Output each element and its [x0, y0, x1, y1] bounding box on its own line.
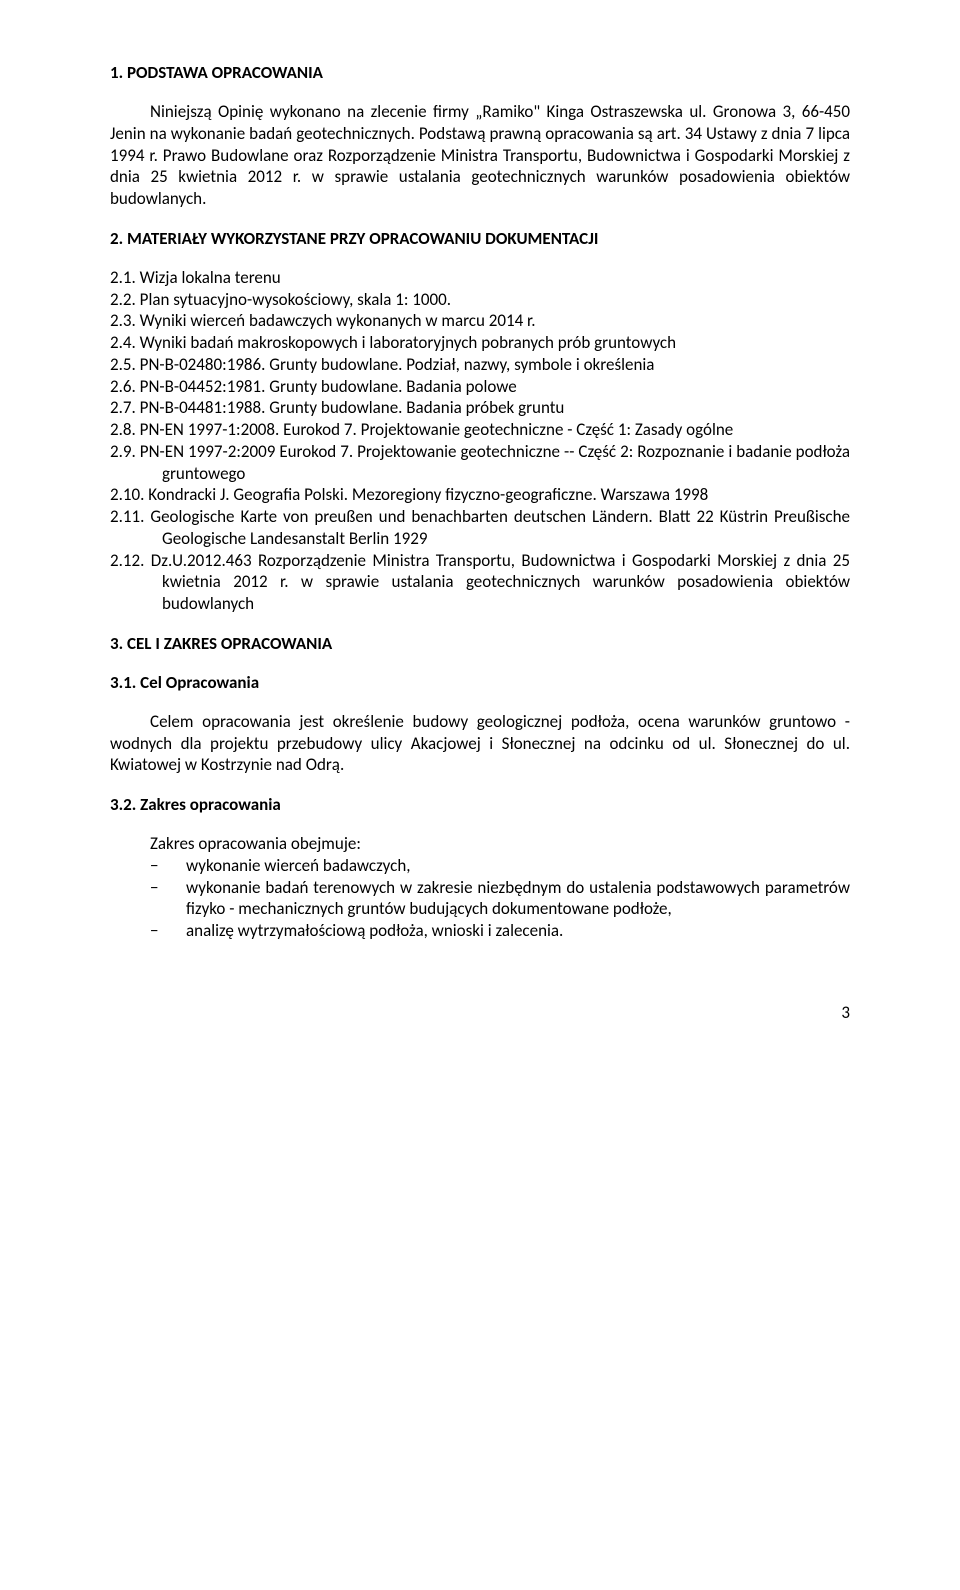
list-item: 2.9. PN-EN 1997-2:2009 Eurokod 7. Projek… — [110, 441, 850, 485]
list-item: 2.4. Wyniki badań makroskopowych i labor… — [110, 332, 850, 354]
list-item: 2.2. Plan sytuacyjno-wysokościowy, skala… — [110, 289, 850, 311]
section-1-paragraph: Niniejszą Opinię wykonano na zlecenie fi… — [110, 101, 850, 210]
list-item: 2.1. Wizja lokalna terenu — [110, 267, 850, 289]
section-2-heading: 2. MATERIAŁY WYKORZYSTANE PRZY OPRACOWAN… — [110, 228, 850, 249]
bullet-item: analizę wytrzymałościową podłoża, wniosk… — [150, 920, 850, 942]
section-3-2-bullet-list: wykonanie wierceń badawczych, wykonanie … — [110, 855, 850, 942]
section-3-2-heading: 3.2. Zakres opracowania — [110, 794, 850, 815]
section-3-1-heading: 3.1. Cel Opracowania — [110, 672, 850, 693]
list-item: 2.10. Kondracki J. Geografia Polski. Mez… — [110, 484, 850, 506]
section-3-2-intro: Zakres opracowania obejmuje: — [110, 833, 850, 855]
list-item: 2.5. PN-B-02480:1986. Grunty budowlane. … — [110, 354, 850, 376]
bullet-item: wykonanie badań terenowych w zakresie ni… — [150, 877, 850, 921]
section-3-heading: 3. CEL I ZAKRES OPRACOWANIA — [110, 633, 850, 654]
list-item: 2.7. PN-B-04481:1988. Grunty budowlane. … — [110, 397, 850, 419]
list-item: 2.12. Dz.U.2012.463 Rozporządzenie Minis… — [110, 550, 850, 615]
list-item: 2.11. Geologische Karte von preußen und … — [110, 506, 850, 550]
list-item: 2.8. PN-EN 1997-1:2008. Eurokod 7. Proje… — [110, 419, 850, 441]
page-number: 3 — [110, 1002, 850, 1023]
section-2-list: 2.1. Wizja lokalna terenu 2.2. Plan sytu… — [110, 267, 850, 615]
list-item: 2.6. PN-B-04452:1981. Grunty budowlane. … — [110, 376, 850, 398]
bullet-item: wykonanie wierceń badawczych, — [150, 855, 850, 877]
section-3-1-paragraph: Celem opracowania jest określenie budowy… — [110, 711, 850, 776]
list-item: 2.3. Wyniki wierceń badawczych wykonanyc… — [110, 310, 850, 332]
section-1-heading: 1. PODSTAWA OPRACOWANIA — [110, 62, 850, 83]
